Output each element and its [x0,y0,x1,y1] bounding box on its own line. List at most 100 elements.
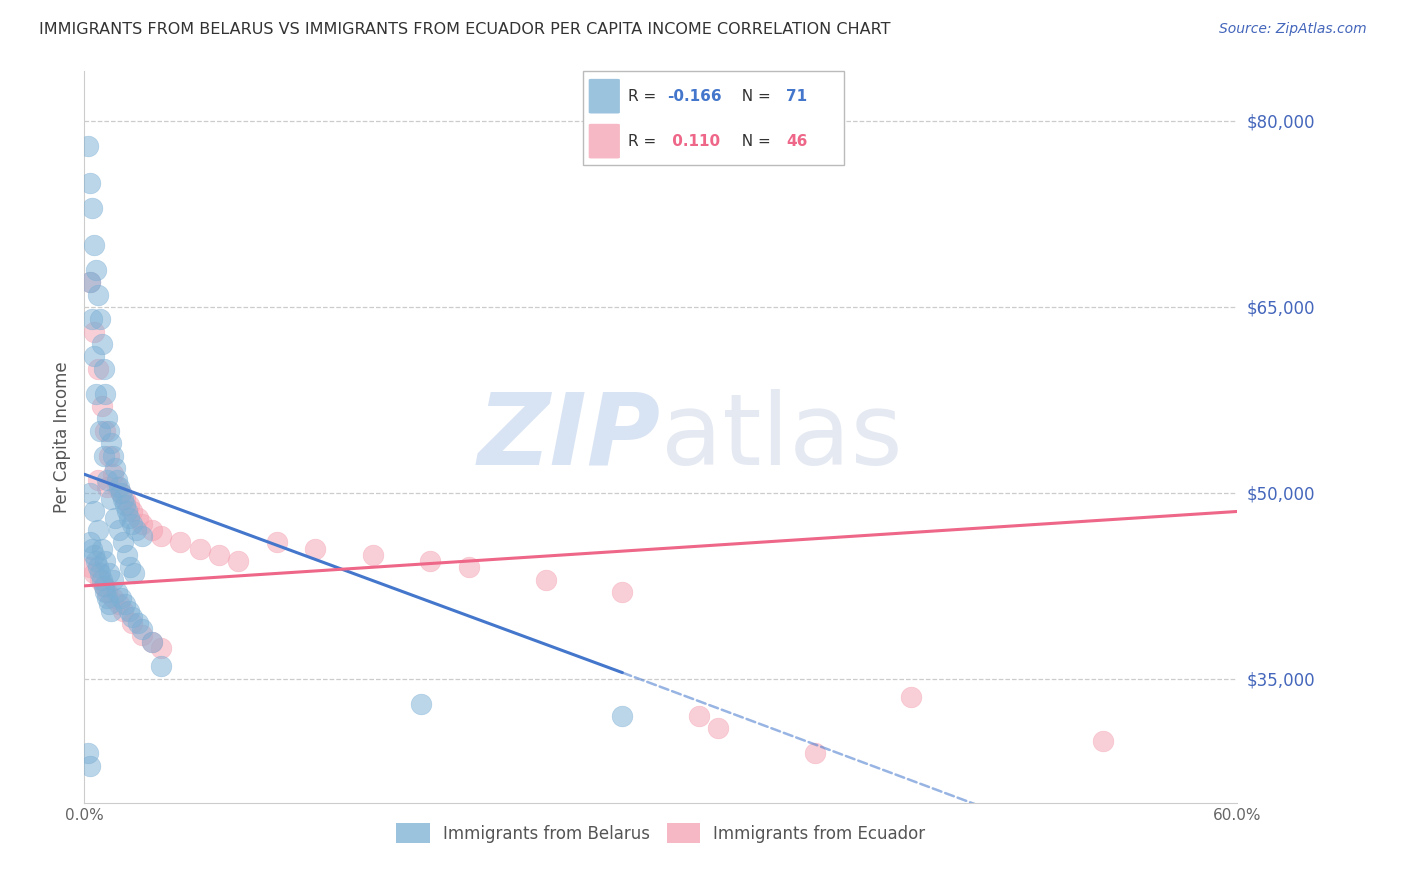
Point [419,554,441,568]
Point [114,491,136,506]
Point [94,386,117,401]
Point [117,510,139,524]
Point [93,579,115,593]
Point [87,474,110,488]
Point [534,573,557,587]
Point [688,709,710,723]
Point [96,411,118,425]
Text: -0.166: -0.166 [666,88,721,103]
Point [141,523,163,537]
Point [1091,734,1114,748]
FancyBboxPatch shape [589,78,620,113]
Point [707,722,730,736]
Point [141,634,163,648]
FancyBboxPatch shape [583,71,844,165]
Point [457,560,479,574]
Point [94,585,117,599]
Point [100,604,122,618]
Point [114,598,136,612]
Point [150,640,173,655]
Text: atlas: atlas [661,389,903,485]
Point [84,554,107,568]
Point [84,262,107,277]
Point [141,634,163,648]
Point [79,486,101,500]
Point [105,585,128,599]
Point [304,541,326,556]
Point [83,325,105,339]
Point [124,566,146,581]
Point [125,523,148,537]
Point [612,585,634,599]
Point [77,138,100,153]
Point [79,758,101,772]
Point [90,337,112,351]
Point [121,504,143,518]
Point [79,535,101,549]
Point [89,573,111,587]
Point [121,610,143,624]
Point [89,312,111,326]
FancyBboxPatch shape [589,124,620,159]
Point [226,554,249,568]
Text: 0.110: 0.110 [666,134,720,149]
Point [103,449,124,463]
Point [117,604,139,618]
Point [83,350,105,364]
Point [612,709,634,723]
Point [79,560,101,574]
Legend: Immigrants from Belarus, Immigrants from Ecuador: Immigrants from Belarus, Immigrants from… [389,817,932,849]
Point [98,566,121,581]
Point [87,560,110,574]
Point [115,548,138,562]
Point [120,560,142,574]
Point [108,598,131,612]
Point [79,275,101,289]
Point [96,480,118,494]
Point [90,573,112,587]
Point [80,312,103,326]
Point [105,474,128,488]
Point [83,548,105,562]
Point [96,585,118,599]
Point [103,591,124,606]
Point [98,449,121,463]
Text: 46: 46 [786,134,808,149]
Point [79,176,101,190]
Text: N =: N = [731,134,775,149]
Point [93,579,115,593]
Text: Source: ZipAtlas.com: Source: ZipAtlas.com [1219,22,1367,37]
Text: ZIP: ZIP [478,389,661,485]
Point [79,275,101,289]
Point [100,436,122,450]
Point [108,480,131,494]
Point [131,529,153,543]
Point [83,504,105,518]
Point [98,424,121,438]
Point [94,424,117,438]
Point [110,486,132,500]
Point [93,449,115,463]
Point [108,523,131,537]
Point [93,362,115,376]
Point [900,690,922,705]
Point [131,516,153,531]
Point [150,659,173,673]
Point [83,238,105,252]
Point [87,362,110,376]
Point [111,535,134,549]
Point [98,598,121,612]
Point [131,628,153,642]
Point [111,491,134,506]
Point [80,201,103,215]
Point [90,399,112,413]
Point [127,510,149,524]
Point [131,622,153,636]
Point [117,498,139,512]
Point [94,554,117,568]
Point [89,424,111,438]
Point [100,491,122,506]
Point [115,504,138,518]
Point [77,746,100,760]
Text: N =: N = [731,88,775,103]
